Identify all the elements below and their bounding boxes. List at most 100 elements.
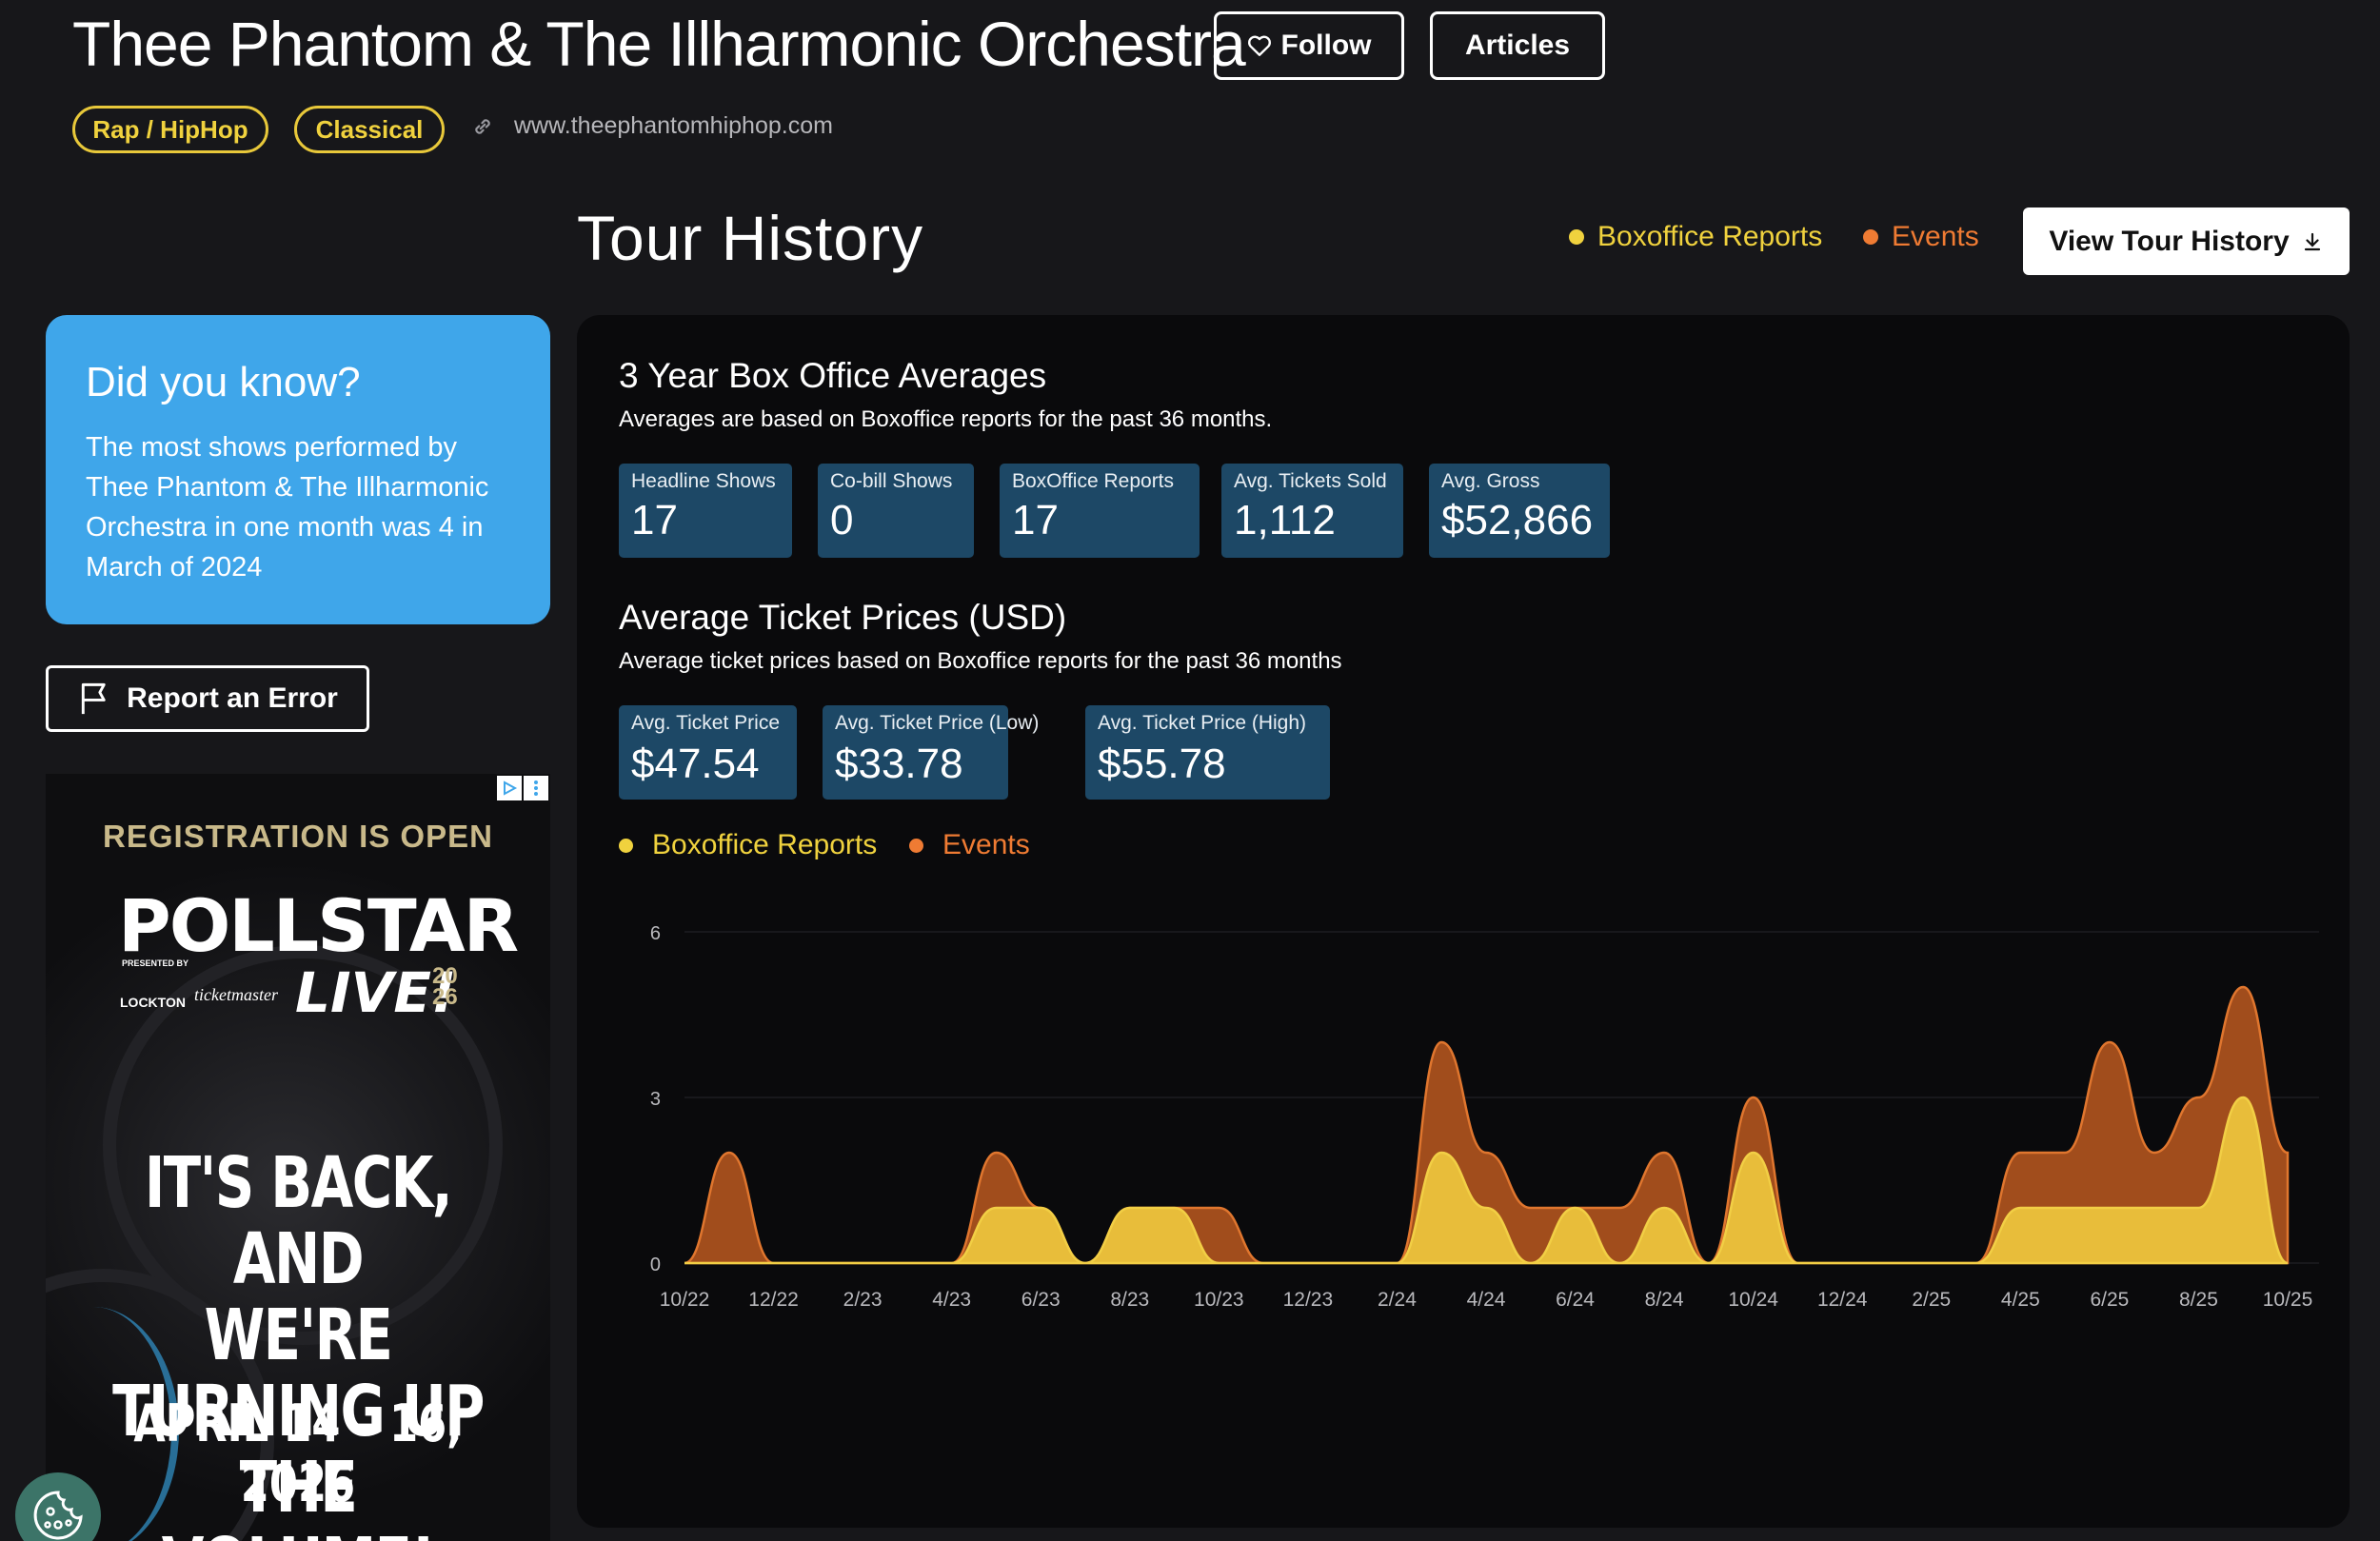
- ad-headline-line: THE VOLUME!: [162, 1447, 436, 1541]
- boxoffice-point: [2240, 1095, 2246, 1100]
- stat-label: Headline Shows: [631, 470, 776, 492]
- tour-history-title: Tour History: [577, 203, 924, 273]
- ad-sponsor-ticketmaster: ticketmaster: [194, 985, 278, 1004]
- boxoffice-point: [1260, 1260, 1266, 1266]
- events-point: [1751, 1095, 1756, 1100]
- x-tick-label: 2/25: [1912, 1289, 1951, 1311]
- follow-label: Follow: [1280, 30, 1372, 61]
- ad-choices-badge[interactable]: [497, 776, 548, 800]
- ad-headline-line: IT'S BACK, AND: [144, 1142, 453, 1300]
- report-error-label: Report an Error: [127, 682, 338, 714]
- ad-year-top: 20: [432, 963, 458, 989]
- events-point: [2017, 1150, 2023, 1156]
- averages-title: 3 Year Box Office Averages: [619, 356, 1047, 395]
- x-tick-label: 8/25: [2179, 1289, 2218, 1311]
- stat-label: Avg. Ticket Price (Low): [835, 712, 1040, 734]
- stat-value: $55.78: [1098, 741, 1226, 787]
- cookie-settings-button[interactable]: [15, 1472, 101, 1541]
- genre-tag-rap-hiphop[interactable]: Rap / HipHop: [72, 106, 268, 153]
- events-point: [1528, 1205, 1534, 1211]
- boxoffice-dot-icon: [1569, 229, 1584, 245]
- link-icon: [475, 118, 490, 134]
- x-tick-label: 12/22: [748, 1289, 799, 1311]
- boxoffice-point: [2017, 1205, 2023, 1211]
- advertisement-banner[interactable]: REGISTRATION IS OPEN POLLSTAR PRESENTED …: [46, 774, 550, 1541]
- ad-brand-logo: POLLSTAR: [118, 883, 519, 968]
- legend-events[interactable]: Events: [1863, 221, 1979, 253]
- y-tick-label: 3: [650, 1089, 661, 1110]
- boxoffice-point: [2107, 1205, 2112, 1211]
- did-you-know-card: Did you know? The most shows performed b…: [46, 315, 550, 624]
- legend-boxoffice[interactable]: Boxoffice Reports: [1569, 221, 1822, 253]
- events-point: [2152, 1150, 2157, 1156]
- stat-value: 17: [1012, 497, 1059, 543]
- stat-headline-shows: Headline Shows 17: [619, 464, 792, 558]
- follow-button[interactable]: Follow: [1214, 11, 1404, 80]
- ad-headline: IT'S BACK, AND WE'RE TURNING UP THE VOLU…: [101, 1145, 494, 1541]
- events-point: [2285, 1150, 2291, 1156]
- glow-decoration: [46, 1307, 179, 1541]
- boxoffice-point: [1528, 1260, 1534, 1266]
- boxoffice-point: [726, 1260, 732, 1266]
- x-tick-label: 12/24: [1817, 1289, 1868, 1311]
- x-tick-label: 8/24: [1645, 1289, 1684, 1311]
- x-tick-label: 6/25: [2090, 1289, 2129, 1311]
- ad-choices-icon: [497, 776, 522, 800]
- x-tick-label: 4/23: [932, 1289, 971, 1311]
- x-tick-label: 6/23: [1021, 1289, 1061, 1311]
- events-point: [2107, 1039, 2112, 1045]
- ad-year: 20 26: [432, 963, 458, 1009]
- boxoffice-point: [1884, 1260, 1890, 1266]
- events-dot-icon: [1863, 229, 1878, 245]
- chart-legend-boxoffice[interactable]: Boxoffice Reports: [619, 829, 877, 861]
- ad-presented-by: PRESENTED BY: [122, 958, 189, 968]
- cookie-icon: [33, 1491, 83, 1540]
- boxoffice-point: [1172, 1205, 1178, 1211]
- articles-button[interactable]: Articles: [1430, 11, 1605, 80]
- boxoffice-dot-icon: [619, 838, 633, 853]
- chart-legend-events[interactable]: Events: [909, 829, 1030, 861]
- x-tick-label: 2/23: [843, 1289, 883, 1311]
- x-tick-label: 2/24: [1378, 1289, 1417, 1311]
- x-tick-label: 10/22: [660, 1289, 710, 1311]
- boxoffice-point: [1661, 1205, 1667, 1211]
- legend-boxoffice-label: Boxoffice Reports: [1597, 221, 1823, 252]
- stat-label: Avg. Ticket Price (High): [1098, 712, 1307, 734]
- boxoffice-point: [1216, 1260, 1221, 1266]
- events-dot-icon: [909, 838, 923, 853]
- events-point: [993, 1150, 999, 1156]
- events-point: [2240, 984, 2246, 990]
- website-url: www.theephantomhiphop.com: [514, 112, 833, 139]
- boxoffice-point: [1973, 1260, 1979, 1266]
- boxoffice-point: [1616, 1260, 1622, 1266]
- averages-subtitle: Averages are based on Boxoffice reports …: [619, 406, 1273, 432]
- website-link[interactable]: www.theephantomhiphop.com: [470, 112, 833, 140]
- view-tour-history-button[interactable]: View Tour History: [2023, 207, 2350, 275]
- boxoffice-series-area: [684, 1096, 2289, 1265]
- download-icon: [2304, 232, 2320, 250]
- events-point: [2062, 1150, 2068, 1156]
- x-tick-label: 12/23: [1283, 1289, 1334, 1311]
- boxoffice-point: [2152, 1205, 2157, 1211]
- boxoffice-point: [1929, 1260, 1934, 1266]
- stat-label: Avg. Tickets Sold: [1234, 470, 1387, 492]
- stat-avg-ticket-price-low: Avg. Ticket Price (Low) $33.78: [823, 705, 1040, 800]
- flag-icon: [81, 682, 106, 715]
- stat-label: Avg. Gross: [1441, 470, 1540, 492]
- ad-live-logo: LIVE!: [295, 960, 457, 1025]
- x-tick-label: 6/24: [1556, 1289, 1595, 1311]
- boxoffice-point: [860, 1260, 865, 1266]
- stat-value: 0: [830, 497, 854, 543]
- genre-tag-classical[interactable]: Classical: [294, 106, 445, 153]
- heart-icon: [1247, 35, 1271, 56]
- x-tick-label: 10/25: [2263, 1289, 2313, 1311]
- boxoffice-point: [993, 1205, 999, 1211]
- y-tick-label: 6: [650, 923, 661, 944]
- x-tick-label: 4/25: [2001, 1289, 2040, 1311]
- stat-value: $47.54: [631, 741, 760, 787]
- ad-dates: APRIL 14 – 16, 2026: [133, 1393, 463, 1513]
- stat-label: Avg. Ticket Price: [631, 712, 781, 734]
- report-error-button[interactable]: Report an Error: [46, 665, 369, 732]
- stat-value: $52,866: [1441, 497, 1594, 543]
- events-point: [1483, 1150, 1489, 1156]
